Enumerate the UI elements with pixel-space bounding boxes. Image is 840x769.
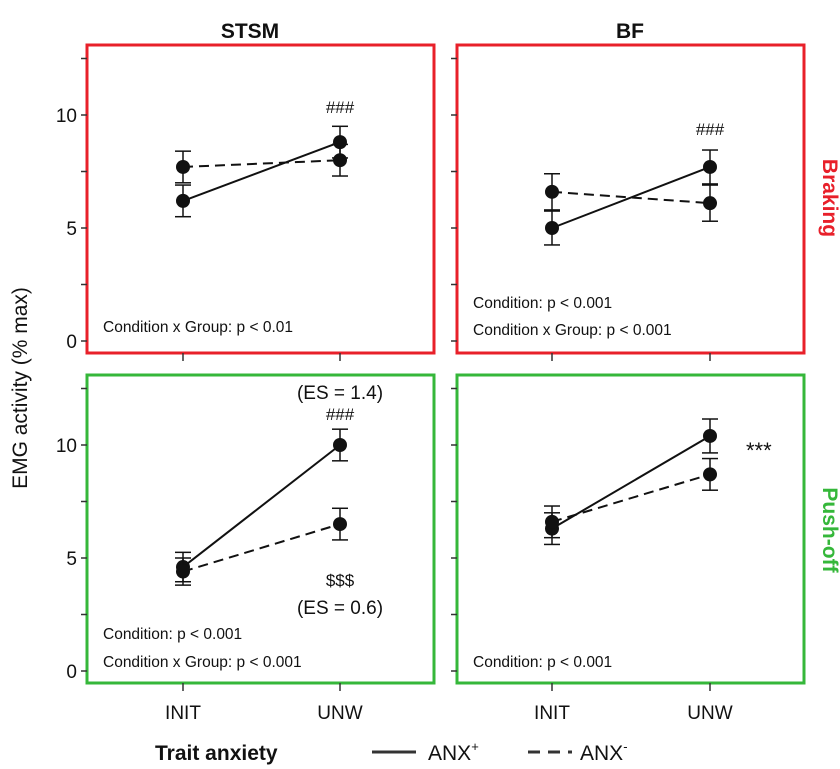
column-title-bf: BF [616, 20, 644, 43]
panel-stsm-push-off: 0 5 10 INIT UNW (ES = 1.4)### $$$ (ES = 0.6) Con… [56, 373, 436, 724]
data-point-anx-minus [333, 153, 347, 168]
data-point-anx-plus [703, 159, 717, 174]
annotation: ### [326, 405, 355, 424]
data-point-anx-plus [703, 428, 717, 443]
panel-bf-push-off: INIT UNW *** Condition: p < 0.001 [451, 373, 806, 724]
series-line-anx-plus [182, 444, 341, 568]
x-tick-label: UNW [687, 703, 732, 724]
stats-text: Condition: p < 0.001 [473, 654, 612, 671]
x-tick-label: INIT [165, 703, 201, 724]
data-point-anx-plus [333, 438, 347, 452]
series-line-anx-minus [182, 159, 341, 168]
stats-text: Condition x Group: p < 0.001 [103, 654, 302, 671]
y-tick-label: 0 [66, 332, 77, 353]
stats-text: Condition: p < 0.001 [103, 626, 242, 643]
x-tick-label: INIT [534, 703, 570, 724]
y-tick-label: 5 [66, 549, 77, 570]
y-tick-label: 10 [56, 436, 77, 457]
data-point-anx-minus [545, 514, 559, 529]
series-line-anx-plus [551, 166, 711, 229]
legend-item-anx-minus: ANX- [580, 739, 628, 765]
data-point-anx-minus [703, 467, 717, 482]
data-point-anx-plus [333, 135, 347, 150]
stats-text: Condition x Group: p < 0.001 [473, 322, 672, 339]
panel-frame [85, 43, 436, 355]
stats-text: Condition: p < 0.001 [473, 295, 612, 312]
column-title-stsm: STSM [221, 20, 279, 43]
panel-frame [85, 373, 436, 685]
x-tick-label: UNW [317, 703, 362, 724]
y-tick-label: 10 [56, 106, 77, 127]
data-point-anx-minus [176, 159, 190, 174]
data-point-anx-plus [176, 193, 190, 208]
annotation: (ES = 0.6) [297, 598, 383, 619]
y-tick-label: 5 [66, 219, 77, 240]
annotation: *** [746, 438, 772, 463]
panel-frame [455, 43, 806, 355]
panel-frame [455, 373, 806, 685]
row-label-push-off: Push-off [818, 487, 840, 573]
y-axis-label: EMG activity (% max) [9, 287, 32, 489]
legend-title: Trait anxiety [155, 742, 278, 765]
data-point-anx-minus [703, 196, 717, 211]
legend: Trait anxiety ANX+ ANX- [155, 739, 628, 765]
series-line-anx-plus [182, 141, 341, 202]
data-point-anx-minus [333, 517, 347, 532]
data-point-anx-plus [545, 221, 559, 235]
series-line-anx-plus [551, 435, 711, 530]
annotation: ### [696, 120, 725, 139]
series-line-anx-minus [551, 190, 711, 205]
series-line-anx-minus [551, 473, 711, 523]
annotation: (ES = 1.4) [297, 383, 383, 404]
annotation: ### [326, 98, 355, 117]
y-tick-label: 0 [66, 662, 77, 683]
row-label-braking: Braking [818, 159, 840, 237]
panels: 0 5 10 ### Condition x Group: p < 0.01 ### Con… [56, 43, 806, 724]
stats-text: Condition x Group: p < 0.01 [103, 319, 293, 336]
panel-bf-braking: ### Condition: p < 0.001 Condition x Group… [451, 43, 806, 361]
series-line-anx-minus [182, 523, 341, 573]
panel-stsm-braking: 0 5 10 ### Condition x Group: p < 0.01 [56, 43, 436, 361]
data-point-anx-minus [176, 564, 190, 579]
annotation: $$$ [326, 571, 355, 590]
legend-item-anx-plus: ANX+ [428, 739, 479, 765]
data-point-anx-minus [545, 184, 559, 199]
